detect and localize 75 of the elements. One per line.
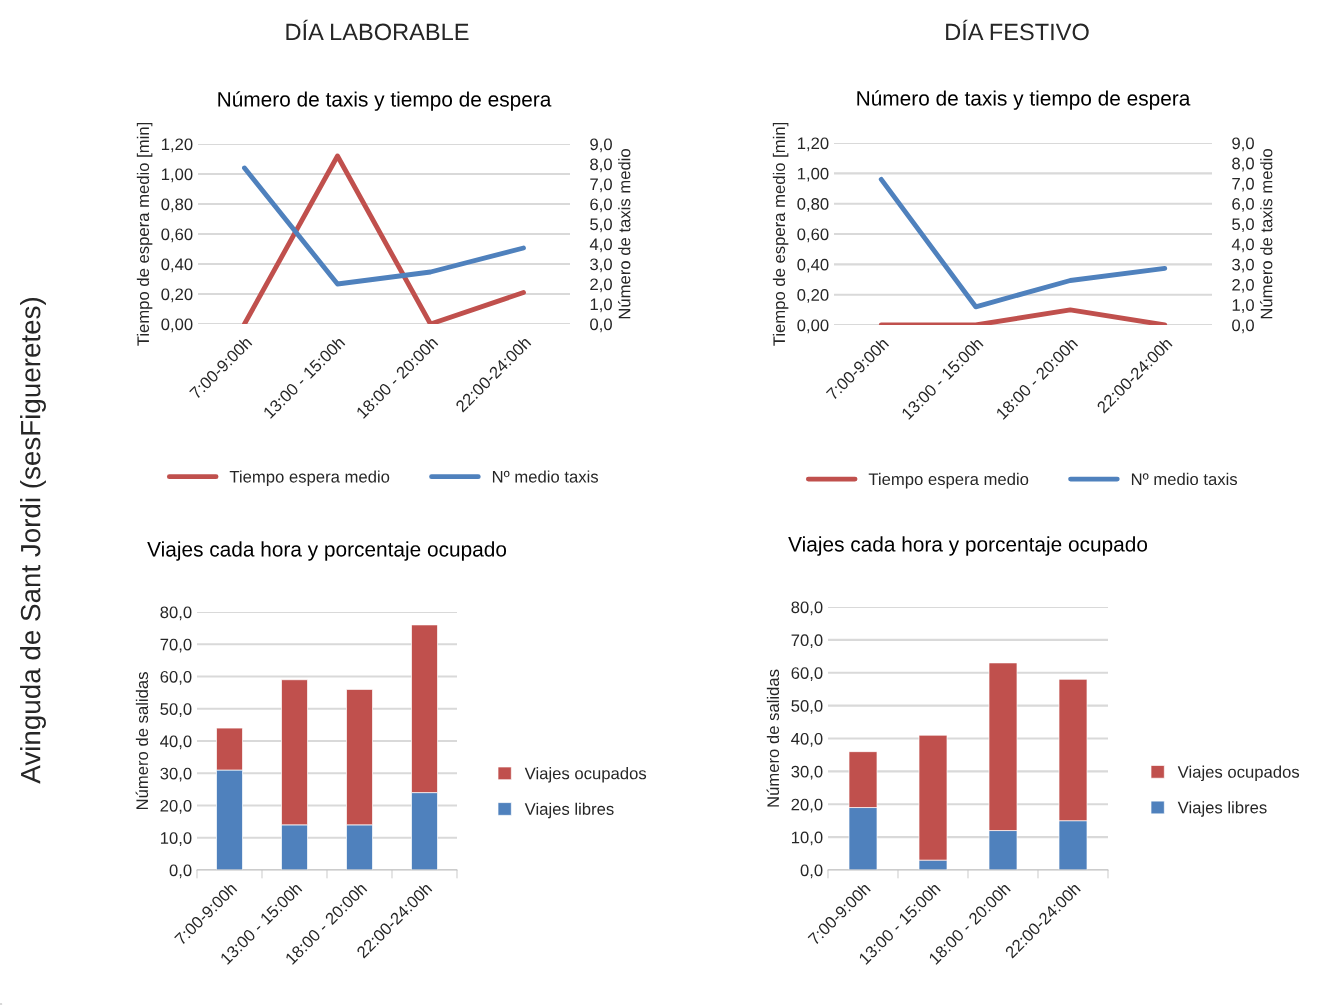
y2-tick-label: 7,0 [590, 178, 612, 193]
y2-tick-label: 2,0 [590, 278, 612, 293]
y-tick-label: 10,0 [160, 832, 192, 846]
y-tick-label: 40,0 [160, 735, 192, 750]
text: Avinguda de Sant Jordi (sesFigueretes) [20, 297, 46, 784]
line-series [242, 165, 526, 287]
y-tick-label: 0,60 [161, 228, 193, 243]
y2-axis-title: Número de taxis medio [1259, 149, 1273, 319]
y2-tick-label: 9,0 [1232, 137, 1254, 152]
y2-tick-label: 8,0 [1232, 157, 1254, 172]
legend-label: Viajes libres [524, 802, 614, 819]
y-tick-label: 10,0 [791, 831, 823, 846]
y2-tick-label: 7,0 [1232, 177, 1254, 192]
y-tick-label: 70,0 [791, 634, 823, 649]
y-tick-label: 70,0 [160, 638, 192, 653]
y-tick-label: 0,20 [797, 289, 829, 303]
y-tick-label: 30,0 [160, 767, 192, 782]
y-tick-label: 50,0 [791, 700, 823, 714]
legend-label: Nº medio taxis [492, 470, 599, 483]
y-tick-label: 80,0 [791, 601, 823, 616]
legend-label: Nº medio taxis [1131, 472, 1238, 486]
y2-tick-label: 9,0 [590, 138, 612, 153]
chart-title: Número de taxis y tiempo de espera [857, 90, 1191, 110]
line-series [878, 176, 1168, 310]
y-tick-label: 20,0 [160, 799, 192, 814]
y2-axis-title: Número de taxis medio [617, 149, 631, 319]
y-tick-label: 60,0 [160, 670, 192, 685]
y-tick-label: 0,60 [797, 228, 829, 243]
y-tick-label: 1,00 [161, 168, 193, 183]
y2-tick-label: 4,0 [1231, 238, 1254, 253]
legend-label: Viajes ocupados [524, 767, 647, 783]
y-tick-label: 80,0 [160, 606, 192, 621]
y-tick-label: 20,0 [791, 798, 823, 813]
y2-tick-label: 2,0 [1232, 278, 1254, 293]
y-axis-title: Número de salidas [766, 669, 780, 807]
text: DÍA FESTIVO [946, 19, 1089, 41]
legend-label: Viajes ocupados [1177, 765, 1300, 782]
y-tick-label: 1,20 [797, 137, 829, 152]
text: DÍA LABORABLE [286, 19, 469, 41]
y2-tick-label: 1,0 [1232, 299, 1254, 313]
legend-label: Tiempo espera medio [868, 472, 1029, 489]
y-axis-title: Tiempo de espera medio [min] [136, 122, 153, 346]
y2-tick-label: 4,0 [589, 238, 612, 253]
chart-title: Viajes cada hora y porcentaje ocupado [147, 541, 507, 561]
y2-tick-label: 8,0 [590, 158, 612, 173]
y-tick-label: 1,20 [161, 138, 193, 153]
y2-tick-label: 6,0 [590, 198, 612, 213]
chart-title: Viajes cada hora y porcentaje ocupado [788, 536, 1148, 556]
y2-tick-label: 6,0 [1232, 198, 1254, 212]
y-tick-label: 0,0 [169, 864, 192, 879]
y-tick-label: 0,80 [161, 198, 193, 213]
y-axis-title: Número de salidas [135, 672, 149, 810]
legend-label: Tiempo espera medio [229, 470, 390, 486]
y2-tick-label: 3,0 [590, 258, 612, 273]
y-tick-label: 30,0 [791, 765, 823, 780]
y-tick-label: 50,0 [160, 703, 192, 717]
y-tick-label: 40,0 [791, 732, 823, 747]
y2-tick-label: 5,0 [590, 218, 612, 233]
y-tick-label: 0,80 [797, 198, 829, 212]
y2-tick-label: 5,0 [1232, 218, 1254, 233]
y2-tick-label: 0,0 [590, 318, 612, 333]
y-tick-label: 0,00 [797, 319, 829, 334]
y-tick-label: 0,0 [800, 864, 823, 879]
y-tick-label: 0,20 [161, 288, 193, 303]
y-tick-label: 0,40 [161, 258, 193, 273]
chart-title: Número de taxis y tiempo de espera [218, 91, 552, 111]
y-tick-label: 0,40 [797, 258, 829, 273]
y2-tick-label: 0,0 [1232, 319, 1254, 334]
y2-tick-label: 3,0 [1232, 258, 1254, 273]
y-axis-title: Tiempo de espera medio [min] [772, 122, 789, 346]
legend-label: Viajes libres [1177, 801, 1267, 817]
y2-tick-label: 1,0 [590, 298, 612, 313]
y-tick-label: 1,00 [797, 167, 829, 182]
y-tick-label: 0,00 [161, 318, 193, 333]
y-tick-label: 60,0 [791, 667, 823, 681]
